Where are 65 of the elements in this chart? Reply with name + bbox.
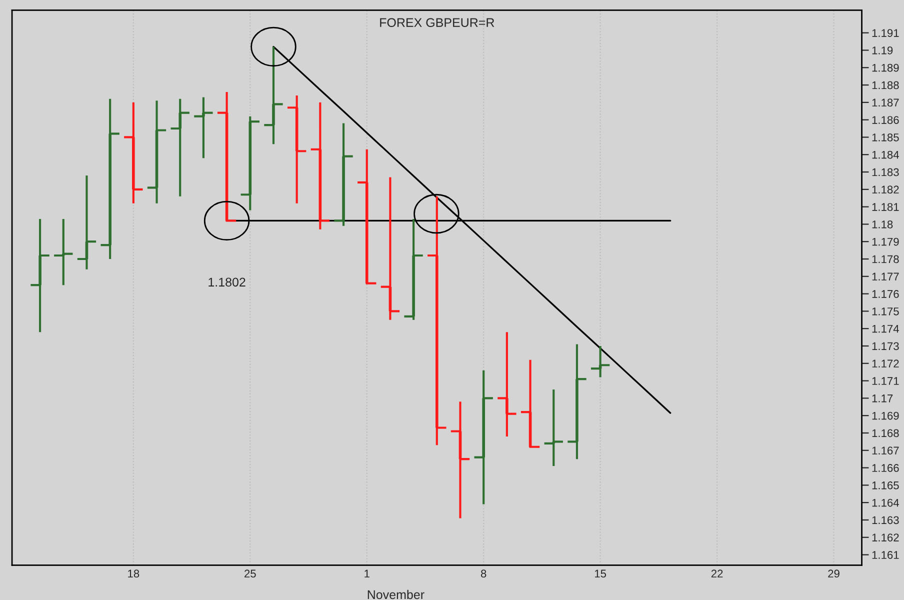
x-tick-label: 15 (594, 570, 606, 578)
y-tick-label: 1.163 (872, 516, 899, 524)
y-tick-label: 1.169 (872, 412, 899, 420)
y-tick-label: 1.168 (872, 429, 899, 438)
candlestick (170, 98, 190, 198)
y-tick-label: 1.164 (872, 498, 899, 507)
x-tick-label: 8 (480, 570, 486, 578)
y-tick-label: 1.186 (872, 116, 899, 124)
y-tick-label: 1.176 (872, 290, 899, 298)
y-tick-label: 1.172 (872, 360, 899, 368)
annotation: 1.1802 (208, 278, 246, 287)
y-tick-label: 1.18 (872, 220, 893, 228)
y-tick-label: 1.182 (872, 186, 899, 194)
candlestick (123, 101, 144, 204)
y-tick-label: 1.167 (872, 446, 899, 455)
candlestick (286, 94, 308, 204)
y-tick-label: 1.161 (872, 551, 899, 559)
y-tick-label: 1.165 (872, 481, 899, 490)
y-tick-label: 1.181 (872, 203, 899, 211)
candlestick (450, 400, 471, 520)
x-tick-label: 18 (128, 570, 140, 578)
y-tick-label: 1.174 (872, 324, 899, 333)
candlestick (30, 218, 50, 334)
candlestick (100, 98, 120, 260)
candlestick (403, 218, 424, 321)
candlestick (333, 122, 354, 227)
text: November (368, 590, 424, 600)
y-tick-label: 1.188 (872, 81, 899, 90)
candlestick (496, 331, 518, 438)
candlestick (146, 100, 168, 204)
candlestick (590, 344, 611, 378)
candlestick (473, 369, 494, 506)
y-tick-label: 1.171 (872, 377, 899, 385)
y-tick-label: 1.162 (872, 534, 899, 542)
candlestick (310, 101, 331, 230)
y-tick-label: 1.183 (872, 168, 899, 176)
candlestick (543, 388, 564, 468)
candlestick (426, 195, 448, 446)
candlestick (566, 343, 588, 460)
y-tick-label: 1.19 (872, 46, 893, 54)
candlestick (263, 46, 284, 146)
candlestick (193, 96, 214, 160)
chart-title: FOREX GBPEUR=R (380, 18, 494, 27)
y-tick-label: 1.166 (872, 464, 899, 472)
x-tick-label: 29 (828, 570, 840, 578)
x-tick-label: 25 (244, 570, 256, 578)
y-tick-label: 1.178 (872, 255, 899, 264)
candlestick (240, 115, 261, 212)
candlestick (76, 174, 98, 270)
y-tick-label: 1.191 (872, 29, 899, 37)
y-tick-label: 1.179 (872, 238, 899, 246)
y-tick-label: 1.177 (872, 272, 899, 280)
candlestick (520, 358, 541, 448)
y-tick-label: 1.173 (872, 342, 899, 350)
y-tick-label: 1.175 (872, 308, 899, 316)
candlestick (380, 176, 401, 321)
y-tick-label: 1.187 (872, 98, 899, 107)
x-tick-label: 22 (711, 570, 723, 578)
x-tick-label: 1 (364, 570, 370, 578)
y-tick-label: 1.189 (872, 64, 899, 72)
y-tick-label: 1.184 (872, 150, 899, 159)
candlestick (356, 148, 378, 284)
y-tick-label: 1.17 (872, 394, 893, 402)
y-tick-label: 1.185 (872, 133, 899, 142)
candlestick (53, 218, 74, 286)
